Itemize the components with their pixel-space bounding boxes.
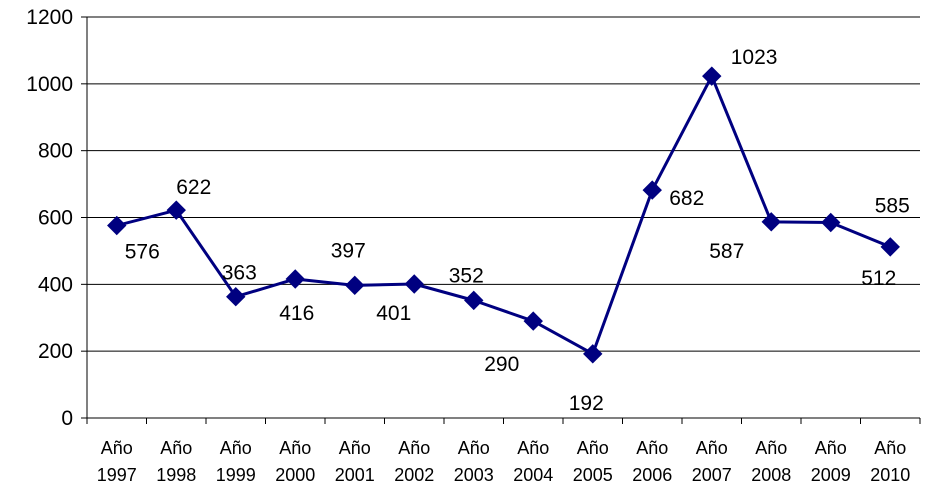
- data-label: 352: [449, 264, 484, 287]
- data-point: [523, 311, 543, 331]
- data-label: 192: [569, 392, 604, 415]
- data-label: 682: [669, 187, 704, 210]
- data-label: 397: [331, 239, 366, 262]
- data-point: [464, 290, 484, 311]
- x-tick-label: 1998: [156, 465, 196, 485]
- data-label: 512: [861, 267, 896, 290]
- x-tick-label: Año: [755, 438, 787, 458]
- data-label: 585: [875, 195, 910, 218]
- x-tick-label: Año: [458, 438, 490, 458]
- x-tick-label: Año: [517, 438, 549, 458]
- x-tick-label: Año: [160, 438, 192, 458]
- y-tick-labels: 0 200 400 600 800 1000 1200: [26, 6, 73, 430]
- x-tick-label: Año: [815, 438, 847, 458]
- x-tick-label: 2004: [513, 465, 553, 485]
- x-tick-label: Año: [636, 438, 668, 458]
- data-label: 290: [484, 353, 519, 376]
- x-tick-label: Año: [101, 438, 133, 458]
- data-labels: 576 622 363 416 397 401 352 290 192 682 1023 587 585…: [125, 46, 910, 415]
- gridlines: [87, 16, 920, 352]
- y-tick-label: 800: [38, 140, 73, 163]
- x-tick-label: Año: [398, 438, 430, 458]
- series-line-path: [116, 74, 891, 356]
- x-tick-label: 2010: [870, 465, 910, 485]
- data-point: [880, 237, 900, 257]
- x-tick-label: 2005: [573, 465, 613, 485]
- data-label: 363: [222, 262, 257, 285]
- data-point: [583, 344, 603, 364]
- y-tick-label: 400: [38, 273, 73, 296]
- x-tick-label: 2008: [751, 465, 791, 485]
- x-tick-label: Año: [220, 438, 252, 458]
- x-tick-label: 1997: [97, 465, 137, 485]
- x-tick-labels: Año 1997 Año 1998 Año 1999 Año 2000 Año 2001 Año 20…: [97, 438, 911, 485]
- data-label: 401: [376, 302, 411, 325]
- data-point: [821, 212, 841, 233]
- data-point: [702, 66, 722, 86]
- x-tick-label: 2006: [632, 465, 672, 485]
- x-tick-label: Año: [279, 438, 311, 458]
- x-tick-label: 2000: [275, 465, 315, 485]
- y-tick-label: 1000: [26, 73, 73, 96]
- data-label: 576: [125, 241, 160, 264]
- axes: [81, 16, 921, 424]
- x-tick-label: 2007: [692, 465, 732, 485]
- y-tick-label: 0: [61, 407, 73, 430]
- data-label: 587: [709, 240, 744, 263]
- x-tick-label: Año: [696, 438, 728, 458]
- data-label: 1023: [731, 46, 778, 69]
- y-tick-label: 1200: [26, 6, 73, 29]
- data-point: [642, 180, 662, 200]
- y-tick-label: 200: [38, 340, 73, 363]
- y-tick-label: 600: [38, 207, 73, 230]
- x-tick-label: Año: [339, 438, 371, 458]
- x-tick-label: 2003: [454, 465, 494, 485]
- data-label: 416: [279, 302, 314, 325]
- data-point: [285, 269, 305, 289]
- x-tick-label: Año: [577, 438, 609, 458]
- data-point: [345, 275, 365, 296]
- x-tick-label: 1999: [216, 465, 256, 485]
- data-point: [226, 286, 246, 307]
- x-tick-label: 2009: [811, 465, 851, 485]
- series-markers: [107, 66, 900, 364]
- data-point: [761, 212, 781, 232]
- series-line: [116, 74, 891, 356]
- data-label: 622: [176, 176, 211, 199]
- x-tick-label: 2001: [335, 465, 375, 485]
- data-point: [166, 200, 186, 220]
- data-point: [404, 274, 424, 294]
- x-tick-label: Año: [874, 438, 906, 458]
- data-point: [107, 215, 127, 236]
- x-tick-label: 2002: [394, 465, 434, 485]
